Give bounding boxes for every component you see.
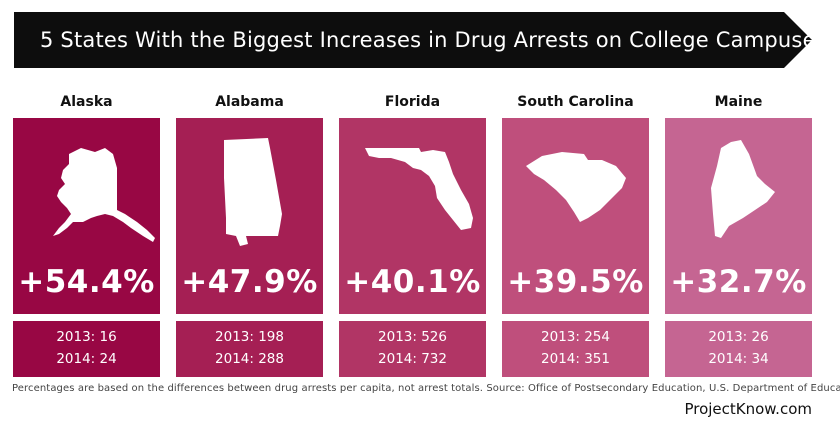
south-carolina-silhouette — [526, 152, 626, 222]
state-column-alabama: Alabama +47.9% 2013: 198 2014: 288 — [176, 88, 323, 377]
year-counts: 2013: 526 2014: 732 — [339, 320, 486, 377]
brand-logo-text[interactable]: ProjectKnow.com — [684, 400, 812, 418]
state-card: +47.9% — [176, 118, 323, 314]
count-2014: 2014: 732 — [378, 351, 447, 367]
year-counts: 2013: 26 2014: 34 — [665, 320, 812, 377]
chart-title: 5 States With the Biggest Increases in D… — [40, 28, 827, 52]
state-column-maine: Maine +32.7% 2013: 26 2014: 34 — [665, 88, 812, 377]
alabama-silhouette — [224, 138, 282, 246]
count-2014: 2014: 34 — [708, 351, 769, 367]
state-name: Maine — [714, 94, 763, 110]
title-banner: 5 States With the Biggest Increases in D… — [14, 12, 827, 68]
state-name: Alabama — [215, 94, 284, 110]
state-column-alaska: Alaska +54.4% 2013: 16 2014: 24 — [13, 88, 160, 377]
alaska-silhouette — [53, 148, 155, 242]
state-column-florida: Florida +40.1% 2013: 526 2014: 732 — [339, 88, 486, 377]
count-2014: 2014: 288 — [215, 351, 284, 367]
count-2014: 2014: 351 — [541, 351, 610, 367]
state-card: +32.7% — [665, 118, 812, 314]
florida-silhouette — [365, 148, 473, 230]
banner-arrow-shape — [14, 12, 812, 68]
state-name: Alaska — [60, 94, 113, 110]
state-card: +40.1% — [339, 118, 486, 314]
state-name: South Carolina — [517, 94, 634, 110]
increase-percent: +54.4% — [18, 264, 155, 300]
year-counts: 2013: 198 2014: 288 — [176, 320, 323, 377]
state-column-south-carolina: South Carolina +39.5% 2013: 254 2014: 351 — [502, 88, 649, 377]
count-2014: 2014: 24 — [56, 351, 117, 367]
increase-percent: +32.7% — [670, 264, 807, 300]
year-counts: 2013: 254 2014: 351 — [502, 320, 649, 377]
count-2013: 2013: 526 — [378, 329, 447, 345]
increase-percent: +39.5% — [507, 264, 644, 300]
count-2013: 2013: 254 — [541, 329, 610, 345]
increase-percent: +40.1% — [344, 264, 481, 300]
state-card: +39.5% — [502, 118, 649, 314]
state-name: Florida — [384, 94, 441, 110]
count-2013: 2013: 198 — [215, 329, 284, 345]
source-footnote: Percentages are based on the differences… — [12, 383, 840, 394]
increase-percent: +47.9% — [181, 264, 318, 300]
count-2013: 2013: 26 — [708, 329, 769, 345]
year-counts: 2013: 16 2014: 24 — [13, 320, 160, 377]
count-2013: 2013: 16 — [56, 329, 117, 345]
maine-silhouette — [711, 140, 775, 238]
state-card: +54.4% — [13, 118, 160, 314]
